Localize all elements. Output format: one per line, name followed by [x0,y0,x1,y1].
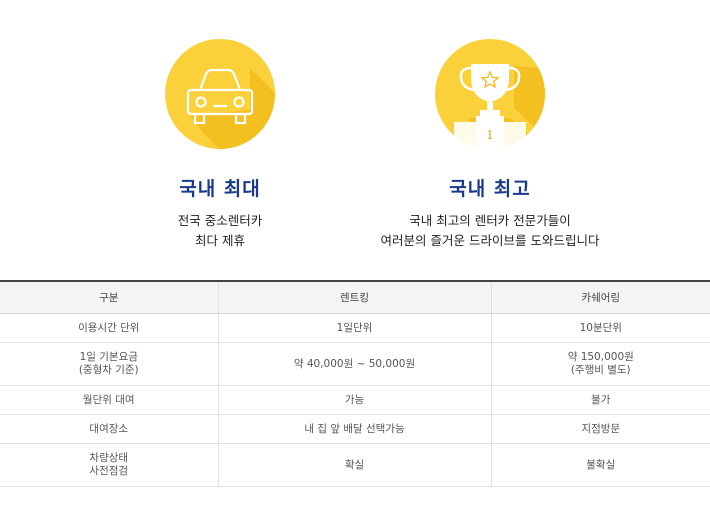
features-section: 국내 최대 전국 중소렌터카 최다 제휴 1 [110,0,650,251]
comparison-table: 구분 렌트킹 카쉐어링 이용시간 단위 1일단위 10분단위 1일 기본요금 (… [0,280,710,487]
row-label-cell: 이용시간 단위 [0,313,218,343]
cell-text: 1일 기본요금 [79,351,138,363]
carsharing-cell: 약 150,000원 (주행비 별도) [490,342,710,386]
cell-text: 가능 [344,393,365,406]
cell-text: 월단위 대여 [82,393,135,406]
cell-text: 이용시간 단위 [78,321,140,334]
feature-description-line: 전국 중소렌터카 [177,213,263,228]
cell-text: 내 집 앞 배달 선택가능 [304,422,405,435]
table-row: 이용시간 단위 1일단위 10분단위 [0,313,710,343]
table-row: 1일 기본요금 (중형차 기준) 약 40,000원 ~ 50,000원 약 1… [0,342,710,386]
row-label-cell: 대여장소 [0,414,218,444]
carsharing-cell: 불확실 [490,443,710,487]
car-icon [164,38,276,150]
cell-text: 1일단위 [336,321,373,334]
row-label-cell: 월단위 대여 [0,385,218,415]
cell-text: 차량상태 [89,452,129,464]
feature-description-line: 최다 제휴 [195,233,245,248]
rentking-cell: 확실 [217,443,491,487]
column-header: 구분 [0,280,218,314]
carsharing-cell: 10분단위 [490,313,710,343]
cell-text: (중형차 기준) [78,364,139,376]
rentking-cell: 가능 [217,385,491,415]
table-row: 차량상태 사전점검 확실 불확실 [0,443,710,487]
rentking-cell: 내 집 앞 배달 선택가능 [217,414,491,444]
trophy-icon: 1 [434,38,546,150]
feature-description: 전국 중소렌터카 최다 제휴 [110,211,330,251]
table-header-row: 구분 렌트킹 카쉐어링 [0,280,710,314]
feature-best: 1 국내 최고 국내 최고의 렌터카 전문가들이 여러분의 즐거운 드라이브를 … [330,0,650,251]
rentking-cell: 약 40,000원 ~ 50,000원 [217,342,491,386]
trophy-rank-label: 1 [486,128,494,142]
column-header: 카쉐어링 [490,280,710,314]
row-label-cell: 차량상태 사전점검 [0,443,218,487]
cell-text: 10분단위 [579,321,622,334]
cell-text: 약 150,000원 [567,351,634,363]
table-row: 월단위 대여 가능 불가 [0,385,710,415]
feature-title: 국내 최고 [449,178,531,200]
cell-text: 확실 [344,458,365,471]
carsharing-cell: 지점방문 [490,414,710,444]
row-label-cell: 1일 기본요금 (중형차 기준) [0,342,218,386]
cell-text: 지점방문 [581,422,621,435]
cell-text: 사전점검 [89,465,129,477]
feature-largest: 국내 최대 전국 중소렌터카 최다 제휴 [110,0,330,251]
feature-description-line: 여러분의 즐거운 드라이브를 도와드립니다 [380,233,600,248]
cell-text: 대여장소 [89,422,129,435]
cell-text: 불확실 [586,458,616,471]
rentking-cell: 1일단위 [217,313,491,343]
cell-text: 불가 [591,393,611,406]
feature-description: 국내 최고의 렌터카 전문가들이 여러분의 즐거운 드라이브를 도와드립니다 [330,211,650,251]
feature-description-line: 국내 최고의 렌터카 전문가들이 [409,213,571,228]
table-row: 대여장소 내 집 앞 배달 선택가능 지점방문 [0,414,710,444]
column-header: 렌트킹 [217,280,491,314]
cell-text: 약 40,000원 ~ 50,000원 [293,357,416,370]
feature-title: 국내 최대 [179,178,261,200]
cell-text: (주행비 별도) [570,364,631,376]
carsharing-cell: 불가 [490,385,710,415]
